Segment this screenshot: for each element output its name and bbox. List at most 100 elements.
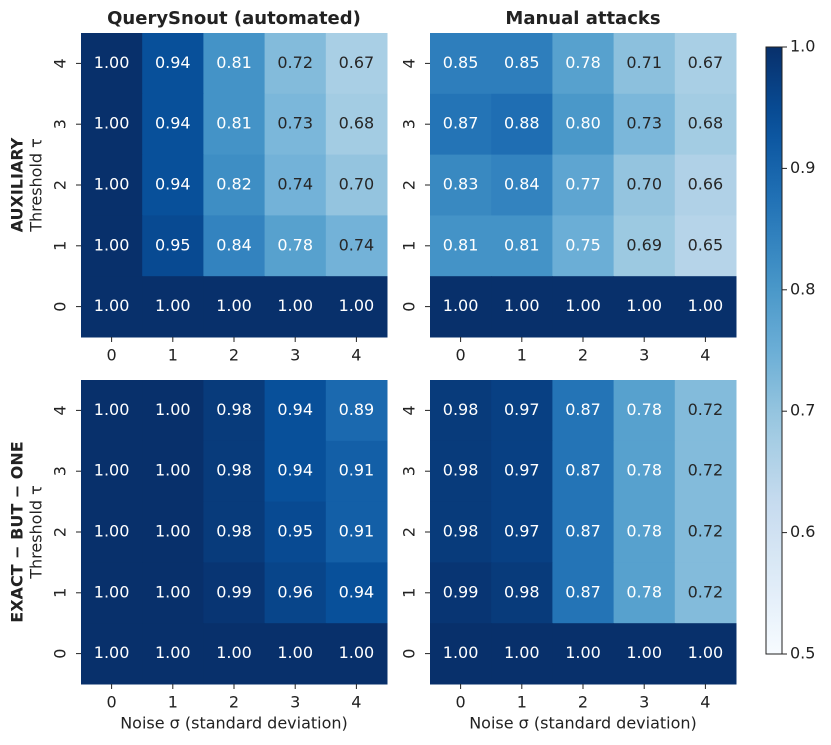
heatmap-cell: [325, 215, 388, 277]
heatmap-cell: [674, 154, 737, 216]
heatmap-cell: [613, 380, 676, 442]
heatmap-cell: [674, 562, 737, 624]
y-tick-label: 1: [400, 588, 419, 598]
cell-label: 0.77: [565, 175, 601, 194]
x-axis-label: Noise σ (standard deviation): [469, 714, 697, 733]
heatmap-cell: [325, 562, 388, 624]
cell-label: 0.88: [504, 114, 540, 133]
cell-label: 0.98: [504, 582, 540, 601]
heatmap-cell: [430, 380, 492, 442]
cell-label: 0.84: [216, 235, 252, 254]
cell-label: 1.00: [565, 296, 601, 315]
cell-label: 0.94: [155, 114, 191, 133]
cell-label: 0.66: [688, 175, 724, 194]
group-label: EXACT − BUT − ONE: [8, 441, 27, 622]
x-tick-label: 4: [351, 346, 361, 365]
x-tick-label: 0: [107, 346, 117, 365]
cell-label: 0.98: [443, 461, 479, 480]
heatmap-cell: [264, 623, 327, 685]
heatmap-cell: [203, 154, 266, 216]
y-axis-label: Threshold τ: [27, 485, 46, 580]
heatmap-cell: [325, 33, 388, 95]
y-tick-label: 3: [400, 119, 419, 129]
cell-label: 0.80: [565, 114, 601, 133]
cell-label: 0.69: [626, 235, 662, 254]
cell-label: 1.00: [94, 400, 130, 419]
cell-label: 0.87: [565, 400, 601, 419]
group-label: AUXILIARY: [8, 137, 27, 232]
cell-label: 1.00: [155, 522, 191, 541]
cell-label: 0.70: [339, 175, 375, 194]
cell-label: 0.82: [216, 175, 252, 194]
cell-label: 0.85: [443, 53, 479, 72]
heatmap-cell: [203, 276, 266, 338]
heatmap-cell: [491, 154, 553, 216]
cell-label: 1.00: [565, 643, 601, 662]
heatmap-cell: [552, 562, 615, 624]
cell-label: 0.78: [626, 522, 662, 541]
heatmap-cell: [264, 215, 327, 277]
heatmap-cell: [491, 440, 553, 503]
heatmap-cell: [81, 623, 143, 685]
heatmap-cell: [325, 276, 388, 338]
heatmap-cell: [613, 154, 676, 216]
x-tick-label: 3: [290, 693, 300, 712]
heatmap-cell: [264, 501, 327, 563]
heatmap-cell: [81, 215, 143, 277]
cell-label: 1.00: [688, 643, 724, 662]
cell-label: 0.84: [504, 175, 540, 194]
cell-label: 0.78: [626, 582, 662, 601]
x-tick-label: 3: [639, 693, 649, 712]
heatmap-cell: [142, 562, 204, 624]
cell-label: 0.72: [688, 582, 724, 601]
heatmap-cell: [203, 501, 266, 563]
cell-label: 0.94: [155, 53, 191, 72]
cell-label: 0.98: [216, 461, 252, 480]
cell-label: 0.81: [216, 53, 252, 72]
heatmap-cell: [264, 154, 327, 216]
cell-label: 0.78: [277, 235, 313, 254]
heatmap-cell: [81, 501, 143, 563]
heatmap-cell: [674, 380, 737, 442]
heatmap-cell: [491, 623, 553, 685]
x-axis-label: Noise σ (standard deviation): [120, 714, 348, 733]
heatmap-cell: [81, 562, 143, 624]
cell-label: 1.00: [626, 296, 662, 315]
cell-label: 0.94: [277, 461, 313, 480]
cell-label: 0.91: [339, 522, 375, 541]
heatmap-cell: [142, 440, 204, 503]
heatmap-cell: [674, 623, 737, 685]
y-tick-label: 4: [400, 58, 419, 68]
chart-title: QuerySnout (automated): [107, 8, 361, 29]
x-tick-label: 2: [229, 346, 239, 365]
cell-label: 1.00: [94, 461, 130, 480]
x-tick-label: 4: [351, 693, 361, 712]
cell-label: 0.99: [216, 582, 252, 601]
x-tick-label: 3: [290, 346, 300, 365]
cell-label: 1.00: [339, 643, 375, 662]
x-tick-label: 1: [517, 346, 527, 365]
cell-label: 1.00: [688, 296, 724, 315]
heatmap-cell: [81, 33, 143, 95]
cell-label: 0.68: [688, 114, 724, 133]
y-tick-label: 3: [51, 466, 70, 476]
heatmap-cell: [430, 440, 492, 503]
cell-label: 0.87: [443, 114, 479, 133]
cell-label: 1.00: [216, 643, 252, 662]
cell-label: 0.73: [626, 114, 662, 133]
x-tick-label: 4: [700, 693, 710, 712]
x-tick-label: 0: [456, 346, 466, 365]
y-tick-label: 4: [51, 405, 70, 415]
cell-label: 0.95: [277, 522, 313, 541]
colorbar-tick-label: 0.7: [790, 401, 815, 420]
cell-label: 1.00: [277, 643, 313, 662]
y-tick-label: 0: [51, 302, 70, 312]
cell-label: 0.96: [277, 582, 313, 601]
heatmap-cell: [674, 93, 737, 156]
x-tick-label: 3: [639, 346, 649, 365]
y-tick-label: 2: [400, 527, 419, 537]
heatmap-cell: [142, 93, 204, 156]
heatmap-cell: [203, 623, 266, 685]
colorbar-tick-label: 0.6: [790, 522, 815, 541]
heatmap-cell: [430, 623, 492, 685]
